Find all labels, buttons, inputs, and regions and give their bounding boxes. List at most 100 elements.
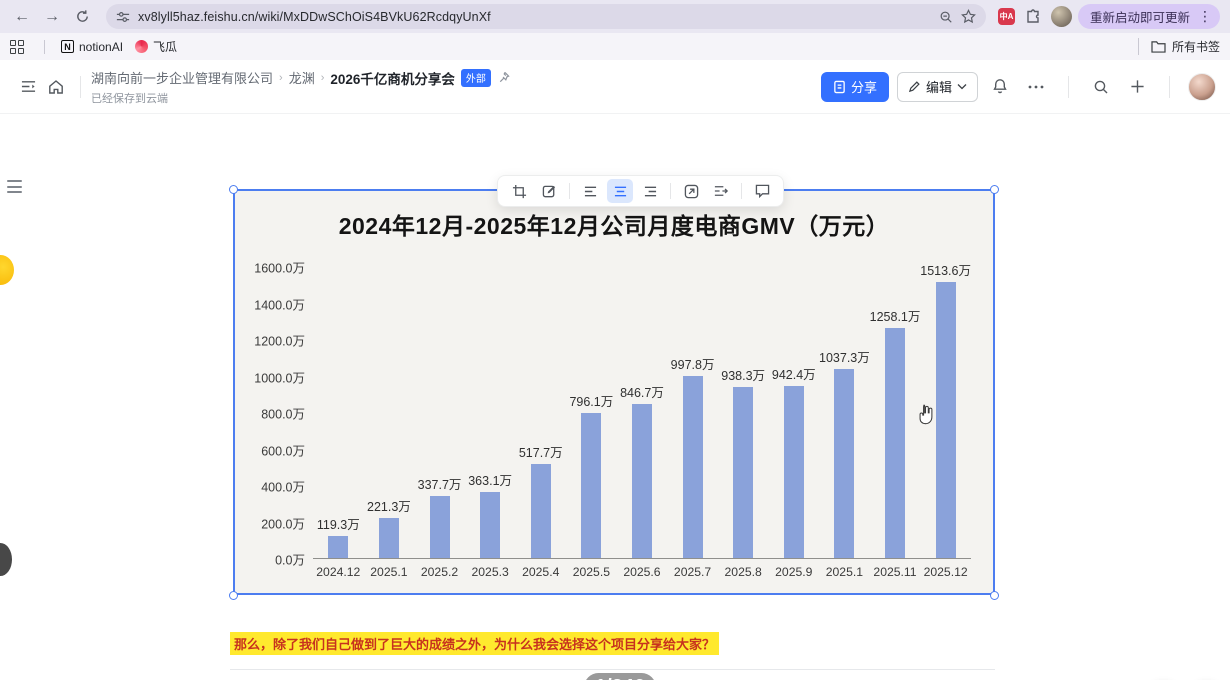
y-tick-label: 1000.0万 (254, 371, 305, 385)
selection-handle-top-left[interactable] (229, 185, 238, 194)
chart-title: 2024年12月-2025年12月公司月度电商GMV（万元） (338, 213, 890, 239)
x-tick-label: 2025.3 (471, 565, 509, 579)
bar-column: 997.8万 (667, 354, 718, 558)
breadcrumb: 湖南向前一步企业管理有限公司 › 龙渊 › 2026千亿商机分享会 外部 已经保… (91, 68, 510, 106)
x-axis: 2024.12 2025.1 2025.2 2025.3 2025.4 2025.5 202… (313, 565, 971, 579)
create-new-icon[interactable] (1123, 73, 1151, 101)
y-tick-label: 1600.0万 (254, 261, 305, 276)
edge-widget-yellow[interactable] (0, 255, 14, 285)
bar-column: 1513.6万 (920, 260, 971, 558)
back-button[interactable]: ← (14, 7, 30, 25)
selection-handle-bottom-right[interactable] (990, 591, 999, 600)
move-to-icon[interactable] (708, 179, 734, 203)
x-tick-label: 2025.11 (873, 565, 917, 579)
chart-plot: 1600.0万 1400.0万 1200.0万 1000.0万 800.0万 600.0万… (251, 262, 971, 579)
address-bar[interactable]: xv8lyll5haz.feishu.cn/wiki/MxDDwSChOiS4B… (106, 4, 986, 29)
breadcrumb-space[interactable]: 龙渊 (288, 71, 315, 86)
bars-row: 119.3万 221.3万 337.7万 363.1万 517.7万 796.1万 846.… (313, 264, 971, 559)
translate-extension-icon[interactable]: 中A (997, 8, 1015, 25)
bar-value-label: 363.1万 (468, 473, 513, 488)
chart-block[interactable]: 2024年12月-2025年12月公司月度电商GMV（万元） 1600.0万 14… (233, 189, 995, 595)
bar-value-label: 942.4万 (771, 368, 816, 382)
bar-value-label: 337.7万 (417, 478, 462, 493)
external-badge: 外部 (460, 68, 491, 87)
bar-value-label: 1258.1万 (869, 310, 921, 325)
y-tick-label: 200.0万 (261, 517, 305, 531)
x-tick-label: 2025.1 (825, 565, 864, 579)
bar-value-label: 221.3万 (367, 499, 411, 514)
chevron-right-icon: › (279, 71, 283, 84)
more-options-icon[interactable] (1022, 73, 1050, 101)
comment-icon[interactable] (749, 179, 775, 203)
zoom-icon[interactable] (939, 10, 953, 24)
mouse-cursor (915, 403, 936, 426)
bar (378, 517, 399, 558)
crop-icon[interactable] (506, 179, 532, 203)
pencil-icon (908, 80, 921, 93)
x-tick-label: 2025.6 (623, 565, 661, 579)
bookmark-label: 飞瓜 (153, 40, 178, 54)
y-axis: 1600.0万 1400.0万 1200.0万 1000.0万 800.0万 600.0万… (251, 262, 313, 568)
bar-column: 1037.3万 (819, 347, 870, 558)
x-tick-label: 2024.12 (316, 565, 361, 579)
document-canvas: 2024年12月-2025年12月公司月度电商GMV（万元） 1600.0万 14… (0, 114, 1230, 680)
share-button[interactable]: 分享 (820, 71, 889, 102)
align-right-icon[interactable] (637, 179, 663, 203)
selection-handle-bottom-left[interactable] (229, 591, 238, 600)
y-tick-label: 0.0万 (275, 553, 305, 568)
bookmark-star-icon[interactable] (961, 9, 976, 24)
bar (530, 463, 551, 558)
edit-button[interactable]: 编辑 (896, 71, 978, 102)
feigua-icon (135, 40, 149, 53)
edit-label: 编辑 (925, 80, 952, 95)
breadcrumb-current-page[interactable]: 2026千亿商机分享会 (330, 71, 455, 87)
x-tick-label: 2025.7 (673, 565, 712, 579)
selection-handle-top-right[interactable] (990, 185, 999, 194)
page-number-badge: 1/246 (584, 673, 657, 680)
site-settings-icon[interactable] (116, 10, 130, 24)
x-tick-label: 2025.8 (724, 565, 762, 579)
copy-link-icon[interactable] (678, 179, 704, 203)
bookmark-notionai[interactable]: N notionAI (55, 38, 129, 56)
bar-column: 938.3万 (718, 365, 769, 558)
outline-toggle-icon[interactable] (7, 180, 22, 193)
bar-column: 119.3万 (313, 514, 364, 558)
bar (935, 281, 956, 558)
extensions-puzzle-icon[interactable] (1021, 5, 1045, 29)
sidebar-toggle-icon[interactable] (14, 73, 42, 101)
x-tick-label: 2025.1 (370, 565, 408, 579)
bar (783, 386, 804, 558)
breadcrumb-org[interactable]: 湖南向前一步企业管理有限公司 (91, 71, 274, 86)
annotate-icon[interactable] (536, 179, 562, 203)
x-tick-label: 2025.5 (572, 565, 610, 579)
edge-widget-dark[interactable] (0, 543, 12, 576)
x-tick-label: 2025.12 (923, 565, 968, 579)
bar (631, 403, 652, 558)
apps-grid-icon[interactable] (10, 39, 24, 54)
y-tick-label: 400.0万 (261, 480, 305, 495)
update-chip[interactable]: 重新启动即可更新 ⋮ (1077, 4, 1220, 29)
align-center-icon[interactable] (607, 179, 633, 203)
y-tick-label: 600.0万 (261, 444, 305, 458)
all-bookmarks[interactable]: 所有书签 (1137, 38, 1220, 55)
notion-icon: N (61, 40, 74, 53)
share-label: 分享 (850, 80, 877, 95)
reload-button[interactable] (70, 5, 94, 29)
align-left-icon[interactable] (577, 179, 603, 203)
browser-profile-avatar[interactable] (1050, 6, 1072, 27)
pin-icon[interactable] (497, 71, 510, 84)
bookmark-feigua[interactable]: 飞瓜 (129, 36, 183, 57)
divider (569, 183, 570, 199)
notifications-bell-icon[interactable] (986, 73, 1014, 101)
forward-button[interactable]: → (44, 7, 60, 25)
all-bookmarks-label: 所有书签 (1171, 40, 1220, 54)
x-tick-label: 2025.2 (420, 565, 459, 579)
browser-menu-icon[interactable]: ⋮ (1198, 8, 1212, 24)
search-icon[interactable] (1087, 73, 1115, 101)
home-icon[interactable] (42, 73, 70, 101)
divider (230, 669, 995, 670)
divider (1169, 75, 1170, 98)
update-chip-label: 重新启动即可更新 (1089, 11, 1190, 25)
user-avatar[interactable] (1188, 72, 1216, 101)
highlighted-question[interactable]: 那么，除了我们自己做到了巨大的成绩之外，为什么我会选择这个项目分享给大家？ (230, 632, 720, 655)
